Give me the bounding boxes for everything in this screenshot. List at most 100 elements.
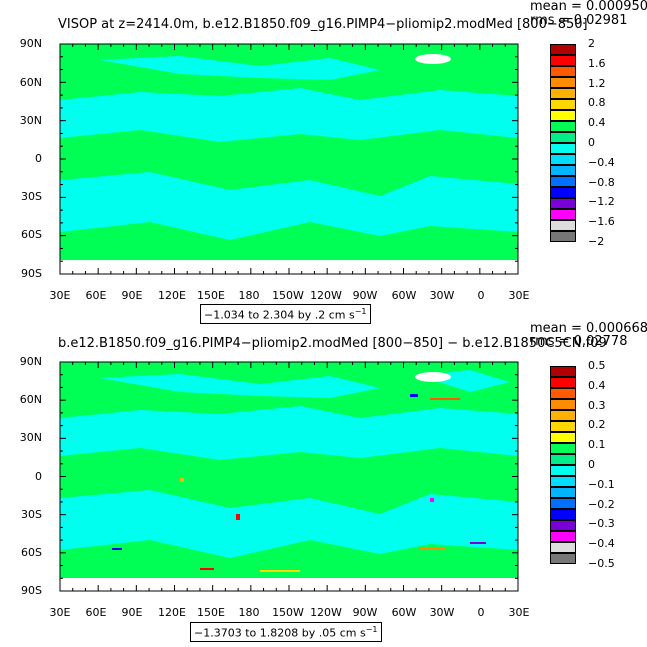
anomaly-mark [236,514,240,520]
lat-label: 30N [19,431,42,444]
colorbar-swatch [550,509,576,520]
colorbar-label: −0.2 [588,497,615,511]
colorbar-swatch [550,366,576,377]
colorbar-label: −0.5 [588,557,615,570]
colorbar-swatch [550,399,576,410]
no-data-patch [415,54,451,64]
colorbar-swatch [550,55,576,66]
colorbar-label: 2 [588,37,595,50]
lat-label: 90S [21,584,42,597]
rms-stat: rms = 0.02778 [530,334,628,349]
colorbar-swatch [550,176,576,187]
lon-label: 30E [508,289,530,302]
colorbar-swatch [550,432,576,443]
lon-label: 180 [238,606,260,619]
contour-range-text: −1.3703 to 1.8208 by .05 cm s [194,626,366,640]
colorbar-label: 0 [588,458,595,471]
lon-label: 30E [49,606,71,619]
ocean-shading-region [440,194,500,222]
anomaly-mark [260,570,300,572]
colorbar-label: 0.2 [588,418,606,432]
lon-label: 0 [477,606,485,619]
colorbar-label: −0.3 [588,517,615,531]
colorbar-swatch [550,66,576,77]
colorbar-swatch [550,231,576,242]
colorbar-swatch [550,487,576,498]
lat-label: 0 [35,152,42,165]
anomaly-mark [430,398,460,400]
ocean-shading-region [60,172,518,240]
ocean-shading-region [60,490,518,558]
tick-marks [59,43,519,275]
colorbar-label: 0.3 [588,398,606,412]
lon-label: 150E [197,606,225,619]
colorbar-swatch [550,443,576,454]
lon-label: 120E [158,289,186,302]
contour-range-box: −1.3703 to 1.8208 by .05 cm s−1 [190,622,382,642]
lon-label: 30W [429,606,455,619]
colorbar-swatch [550,531,576,542]
anomaly-mark [180,478,184,482]
lon-label: 30E [49,289,71,302]
map-panel-top: VISOP at z=2414.0m, b.e12.B1850.f09_g16.… [0,0,647,324]
map-plot-bottom [59,361,519,592]
colorbar-swatch [550,198,576,209]
lon-label: 30E [508,606,530,619]
map-panel-bottom: b.e12.B1850.f09_g16.PIMP4−pliomip2.modMe… [0,322,647,647]
lon-label: 150W [272,606,304,619]
colorbar-swatch [550,421,576,432]
colorbar-swatch [550,498,576,509]
lon-label: 120W [310,606,342,619]
anomaly-mark [200,568,214,570]
ocean-shading [60,370,518,558]
lon-label: 180 [238,289,260,302]
colorbar-label: 0.8 [588,96,606,110]
mean-stat: mean = 0.0009509 [530,0,647,14]
ocean-shading [60,56,518,240]
colorbar-swatch [550,165,576,176]
colorbar-label: −2 [588,235,605,248]
lat-label: 60N [19,393,42,406]
colorbar-swatch [550,388,576,399]
lat-label: 30S [21,190,42,203]
colorbar-label: −1.6 [588,215,615,229]
colorbar-swatch [550,132,576,143]
anomaly-mark [470,542,486,544]
colorbar-label: 1.2 [588,76,606,90]
lat-label: 60N [19,76,42,89]
lat-label: 60S [21,546,42,559]
ocean-shading-region [60,88,518,142]
colorbar-swatch [550,154,576,165]
lon-label: 30W [429,289,455,302]
colorbar-swatch [550,77,576,88]
colorbar-label: −0.1 [588,477,615,491]
colorbar-swatch [550,542,576,553]
map-plot-top [59,43,519,275]
colorbar-label: 0 [588,136,595,149]
colorbar-swatch [550,465,576,476]
map-title: VISOP at z=2414.0m, b.e12.B1850.f09_g16.… [58,17,588,32]
colorbar-swatch [550,209,576,220]
anomaly-mark [112,548,122,550]
contour-range-box: −1.034 to 2.304 by .2 cm s−1 [200,304,371,324]
lon-label: 60E [85,289,107,302]
colorbar-swatch [550,377,576,388]
lon-label: 90W [352,289,378,302]
colorbar-label: 1.6 [588,56,606,70]
colorbar-label: 0.4 [588,378,606,392]
contour-range-text: −1.034 to 2.304 by .2 cm s [204,308,355,322]
unit-exponent: −1 [365,625,378,634]
colorbar-swatch [550,520,576,531]
colorbar-swatch [550,476,576,487]
lon-label: 90E [121,606,143,619]
lon-label: 150E [197,289,225,302]
lat-label: 90S [21,267,42,280]
ocean-shading-region [100,374,380,398]
anomaly-mark [430,498,434,502]
colorbar-swatch [550,110,576,121]
lon-label: 120E [158,606,186,619]
colorbar-label: −1.2 [588,195,615,209]
colorbar-swatch [550,187,576,198]
colorbar-label: 0.1 [588,438,606,452]
lon-label: 150W [272,289,304,302]
